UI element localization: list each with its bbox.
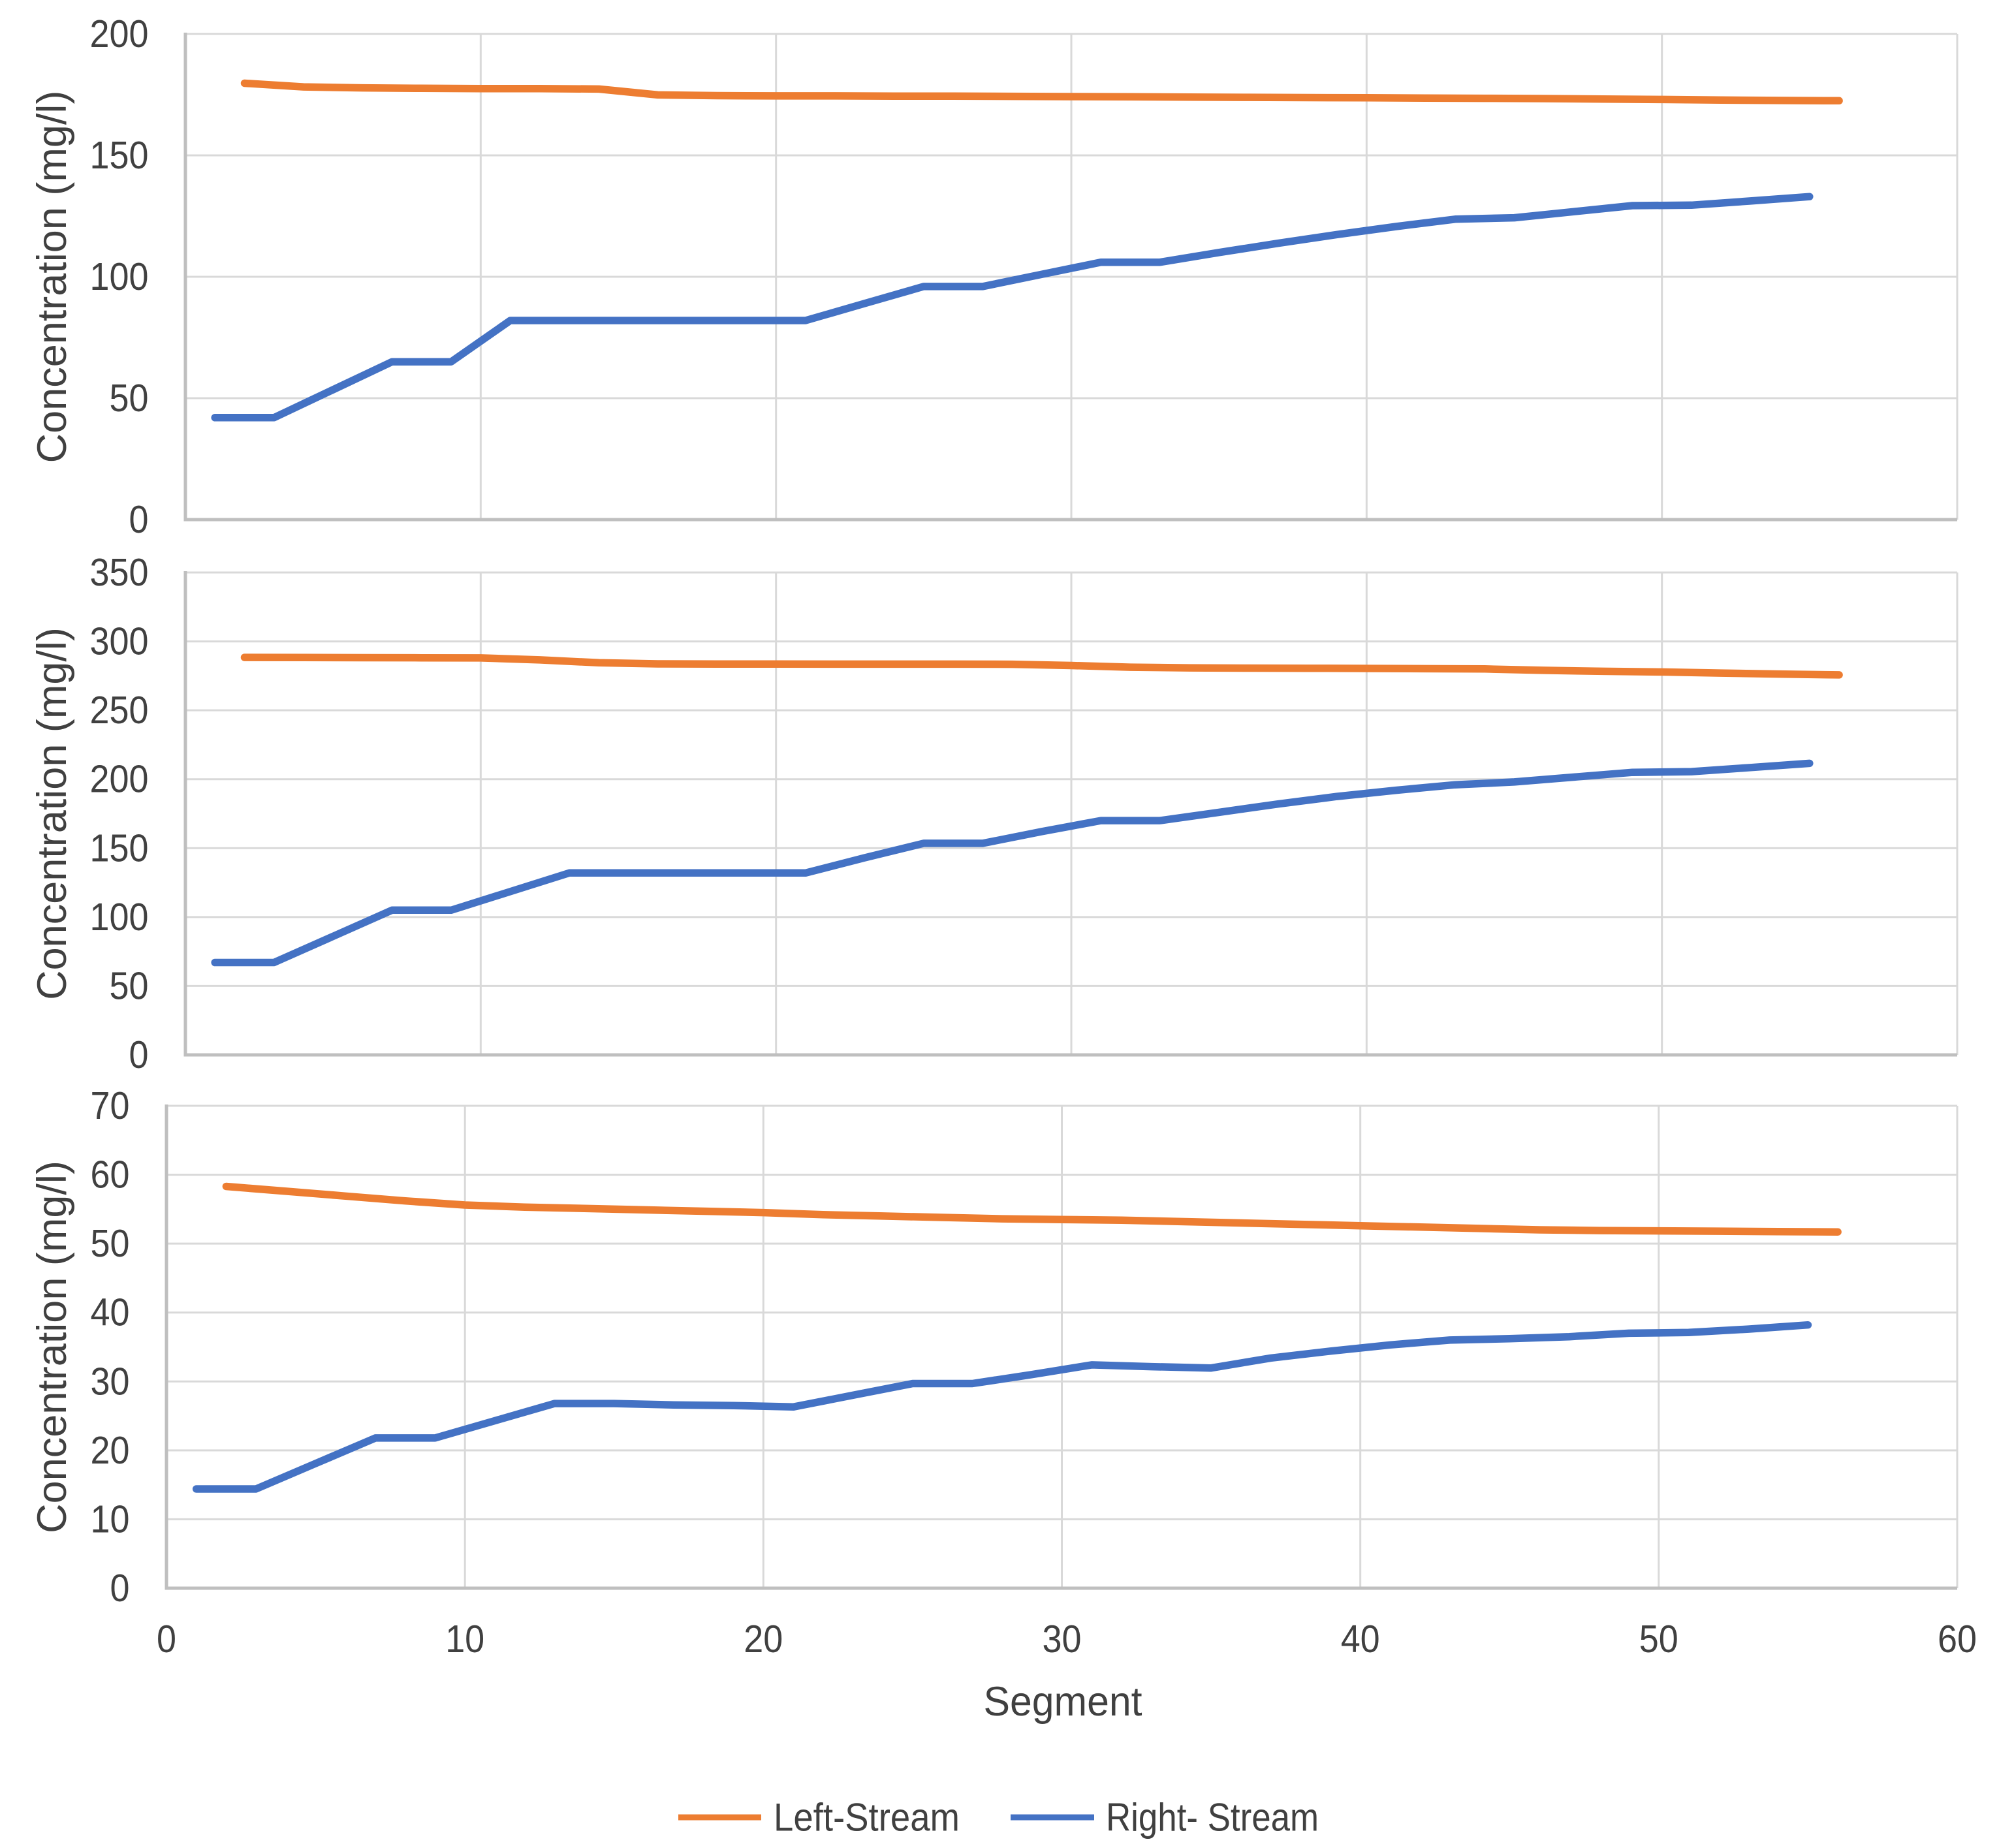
svg-text:Concentration (mg/l): Concentration (mg/l) — [29, 91, 75, 463]
svg-text:60: 60 — [91, 1153, 130, 1197]
svg-text:200: 200 — [90, 12, 149, 55]
svg-text:Segment: Segment — [984, 1679, 1142, 1725]
svg-text:100: 100 — [90, 255, 149, 298]
svg-text:10: 10 — [91, 1497, 130, 1541]
svg-text:Left-Stream: Left-Stream — [774, 1796, 960, 1840]
svg-text:Right- Stream: Right- Stream — [1106, 1796, 1319, 1840]
svg-text:Concentration (mg/l): Concentration (mg/l) — [29, 1161, 75, 1533]
svg-text:150: 150 — [90, 826, 149, 869]
svg-text:30: 30 — [91, 1360, 130, 1403]
svg-text:100: 100 — [90, 896, 149, 939]
svg-text:60: 60 — [1938, 1618, 1977, 1661]
svg-text:200: 200 — [90, 758, 149, 801]
svg-text:10: 10 — [445, 1618, 484, 1661]
svg-text:Concentration (mg/l): Concentration (mg/l) — [29, 627, 75, 1000]
svg-text:0: 0 — [129, 1033, 149, 1076]
svg-text:20: 20 — [744, 1618, 783, 1661]
svg-text:50: 50 — [91, 1222, 130, 1265]
svg-text:40: 40 — [1341, 1618, 1380, 1661]
svg-text:30: 30 — [1043, 1618, 1082, 1661]
svg-text:150: 150 — [90, 134, 149, 177]
svg-text:0: 0 — [110, 1567, 130, 1610]
svg-text:50: 50 — [110, 964, 149, 1007]
svg-text:50: 50 — [110, 377, 149, 420]
svg-text:50: 50 — [1639, 1618, 1678, 1661]
svg-text:250: 250 — [90, 689, 149, 732]
svg-text:70: 70 — [91, 1084, 130, 1127]
svg-text:0: 0 — [157, 1618, 176, 1661]
svg-text:0: 0 — [129, 498, 149, 541]
svg-text:300: 300 — [90, 620, 149, 663]
svg-text:20: 20 — [91, 1429, 130, 1472]
svg-text:350: 350 — [90, 551, 149, 594]
svg-text:40: 40 — [91, 1291, 130, 1334]
